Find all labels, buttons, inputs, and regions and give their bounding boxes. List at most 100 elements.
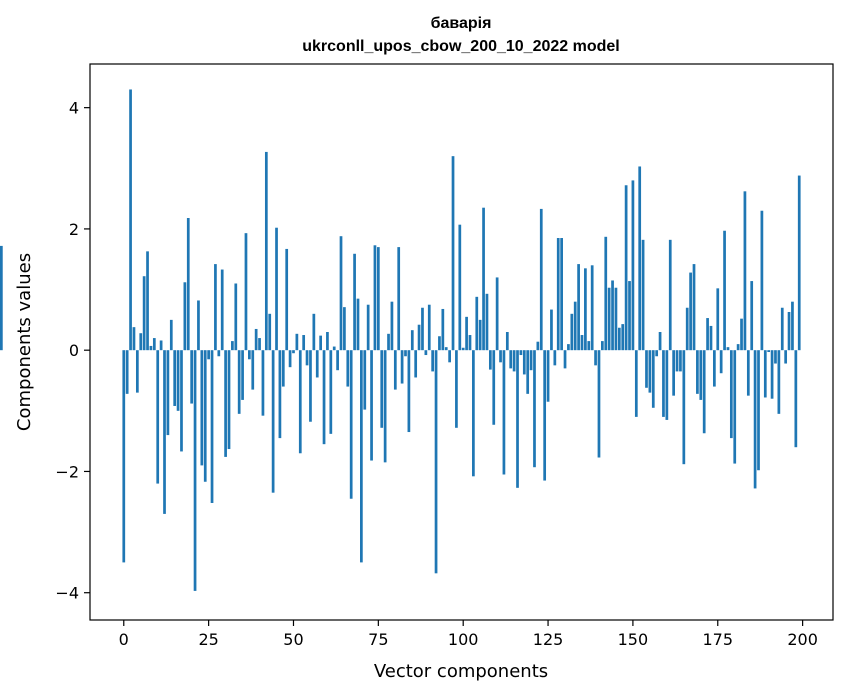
x-tick-label-175: 175 <box>702 630 733 649</box>
bar-108 <box>488 350 492 370</box>
bar-149 <box>628 281 631 351</box>
bar-110 <box>495 277 499 351</box>
bar-128 <box>556 238 560 351</box>
bar-180 <box>733 350 737 464</box>
bar-129 <box>560 238 563 351</box>
bar-33 <box>234 283 238 351</box>
bar-57 <box>315 350 319 378</box>
bar-40 <box>258 338 261 351</box>
bar-27 <box>214 264 217 351</box>
bar-46 <box>278 350 282 439</box>
bar-87 <box>417 324 421 351</box>
bar-103 <box>472 350 475 477</box>
bar-182 <box>740 318 743 351</box>
bar-81 <box>397 247 401 351</box>
bar-43 <box>268 313 272 351</box>
bar-123 <box>539 208 543 351</box>
bar-1 <box>125 350 129 394</box>
bar-127 <box>553 350 557 366</box>
bar-174 <box>713 350 716 387</box>
y-tick-label-2: 0 <box>69 341 79 360</box>
bar-18 <box>183 282 187 351</box>
bar-142 <box>604 236 608 351</box>
bar-44 <box>271 350 275 493</box>
bar-151 <box>634 350 638 417</box>
bar-23 <box>200 350 204 466</box>
bar-100 <box>461 347 465 351</box>
bar-60 <box>326 332 329 351</box>
bar-162 <box>672 350 675 396</box>
bar-50 <box>292 350 295 354</box>
bar-93 <box>438 336 441 351</box>
bar-130 <box>563 350 567 369</box>
bar-51 <box>295 333 299 351</box>
bar-153 <box>641 239 645 351</box>
bar-53 <box>302 335 306 351</box>
bar-41 <box>261 350 265 416</box>
bar-86 <box>414 350 418 378</box>
bar-45 <box>275 227 278 351</box>
bar-107 <box>485 293 489 351</box>
bar-96 <box>448 350 451 363</box>
bar-138 <box>590 265 594 351</box>
bar-115 <box>512 350 516 372</box>
bar-66 <box>346 350 350 387</box>
bar-126 <box>550 309 553 351</box>
bar-190 <box>767 350 771 353</box>
bar-159 <box>662 350 665 417</box>
bar-178 <box>726 347 730 351</box>
bar-35 <box>241 350 244 400</box>
bar-34 <box>237 350 241 414</box>
bar-32 <box>231 341 234 351</box>
bar-169 <box>696 350 699 394</box>
bar-157 <box>655 350 659 357</box>
bar-91 <box>431 350 435 372</box>
y-tick-label-0: −4 <box>55 584 79 603</box>
bar-131 <box>567 344 570 351</box>
bar-198 <box>794 350 798 448</box>
y-tick-label-1: −2 <box>55 462 79 481</box>
bar-52 <box>298 350 302 454</box>
bar-171 <box>702 350 706 434</box>
bar-30 <box>224 350 227 457</box>
bar-116 <box>516 350 519 488</box>
x-tick-label-150: 150 <box>618 630 649 649</box>
bar-163 <box>675 350 679 372</box>
bar-38 <box>251 350 255 390</box>
bar-189 <box>763 350 767 398</box>
x-tick-label-25: 25 <box>198 630 218 649</box>
axes-group: 0 25 50 75 100 125 150 175 200 −4 −2 0 2 4 <box>55 99 817 649</box>
bar-11 <box>159 340 163 351</box>
bar-186 <box>753 350 757 489</box>
bar-155 <box>648 350 652 393</box>
x-tick-label-200: 200 <box>787 630 818 649</box>
bar-37 <box>248 350 251 360</box>
bar-83 <box>404 350 407 357</box>
bar-119 <box>526 350 530 394</box>
bar-69 <box>356 298 360 351</box>
bar-165 <box>682 350 686 465</box>
bar-80 <box>393 350 397 390</box>
bar-152 <box>638 166 642 351</box>
bar-10 <box>156 350 160 484</box>
bar-28 <box>217 350 221 357</box>
bar-62 <box>332 346 336 351</box>
bar-101 <box>465 316 468 351</box>
bar-2 <box>129 89 132 351</box>
bar-144 <box>611 280 614 351</box>
bar-15 <box>173 350 177 406</box>
bar-84 <box>407 350 411 433</box>
bar-140 <box>597 350 601 458</box>
bar-122 <box>536 341 540 351</box>
bar-36 <box>244 233 248 351</box>
bar-5 <box>139 333 143 351</box>
bar-179 <box>729 350 733 439</box>
bar-166 <box>685 307 689 351</box>
bar-56 <box>312 313 316 351</box>
bar-154 <box>645 350 648 388</box>
bar-21 <box>193 350 197 591</box>
bar-121 <box>533 350 536 468</box>
bar-102 <box>468 335 472 351</box>
bar-64 <box>339 236 343 351</box>
bar-71 <box>363 350 367 410</box>
